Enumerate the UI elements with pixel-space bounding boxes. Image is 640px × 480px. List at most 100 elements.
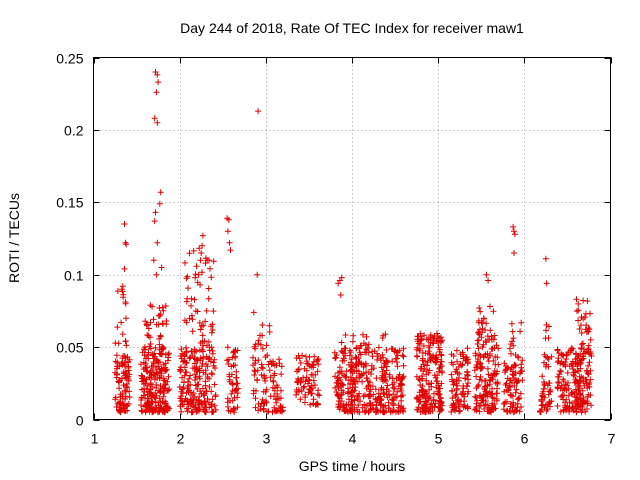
data-point xyxy=(310,396,317,403)
data-point xyxy=(126,394,133,401)
data-point xyxy=(234,380,241,387)
data-point xyxy=(199,332,206,339)
data-point xyxy=(177,395,184,402)
data-point xyxy=(435,382,442,389)
data-point xyxy=(414,338,421,345)
data-point xyxy=(419,355,426,362)
data-point xyxy=(417,398,424,405)
data-point xyxy=(209,327,216,333)
data-point xyxy=(513,386,520,393)
data-point xyxy=(234,347,241,354)
data-point xyxy=(558,368,565,375)
data-point xyxy=(349,384,356,391)
data-point xyxy=(298,377,305,383)
data-point xyxy=(372,386,379,393)
data-point xyxy=(122,396,129,402)
data-point xyxy=(384,394,391,401)
data-point xyxy=(295,366,302,373)
data-point xyxy=(418,375,425,382)
data-point xyxy=(199,360,206,367)
data-point xyxy=(200,354,207,361)
data-point xyxy=(160,344,167,351)
data-point xyxy=(546,403,553,410)
data-point xyxy=(554,403,561,409)
data-point xyxy=(138,407,145,414)
data-point xyxy=(208,409,215,416)
data-point xyxy=(183,275,190,282)
data-point xyxy=(266,322,273,329)
data-point xyxy=(299,352,306,359)
data-point xyxy=(125,373,132,380)
data-point xyxy=(146,369,153,376)
data-point xyxy=(158,370,165,377)
data-point xyxy=(501,360,508,367)
data-point xyxy=(260,388,267,395)
data-point xyxy=(482,398,489,404)
data-point xyxy=(156,335,163,342)
data-point xyxy=(464,345,471,352)
data-point xyxy=(210,362,217,369)
data-point xyxy=(560,392,567,398)
data-point xyxy=(485,404,492,411)
data-point xyxy=(365,369,372,375)
data-point xyxy=(212,393,219,400)
data-point xyxy=(517,328,524,335)
data-point xyxy=(554,346,561,353)
data-point xyxy=(563,396,570,403)
data-point xyxy=(340,402,347,409)
data-point xyxy=(478,334,485,341)
data-point xyxy=(381,370,388,377)
data-point xyxy=(349,401,356,408)
data-point xyxy=(516,394,523,401)
data-point xyxy=(502,367,509,374)
data-point xyxy=(267,374,274,381)
data-point xyxy=(452,368,459,375)
data-point xyxy=(507,377,514,384)
data-point xyxy=(255,357,262,364)
data-point xyxy=(198,323,205,330)
data-point xyxy=(118,360,125,367)
data-point xyxy=(382,402,389,409)
data-point xyxy=(182,259,188,266)
data-point xyxy=(341,357,348,364)
data-point xyxy=(418,336,425,343)
data-point xyxy=(437,385,443,392)
data-point xyxy=(165,373,172,380)
data-point xyxy=(114,400,121,407)
data-point xyxy=(435,404,442,411)
data-point xyxy=(185,389,192,396)
data-point xyxy=(274,395,281,402)
data-point xyxy=(436,408,443,415)
data-point xyxy=(204,374,211,381)
data-point xyxy=(580,315,587,322)
data-point xyxy=(195,381,202,388)
data-point xyxy=(400,353,407,360)
data-point xyxy=(540,386,547,392)
data-point xyxy=(180,358,186,365)
data-point xyxy=(160,393,167,400)
data-point xyxy=(226,239,233,246)
data-point xyxy=(229,381,236,388)
data-point xyxy=(156,405,162,412)
data-point xyxy=(159,304,166,311)
data-point xyxy=(586,350,593,357)
data-point xyxy=(489,400,496,407)
data-point xyxy=(504,387,511,394)
data-point xyxy=(153,271,160,278)
data-point xyxy=(391,348,398,355)
data-point xyxy=(337,292,344,298)
data-point xyxy=(263,342,270,349)
data-point xyxy=(391,379,398,386)
data-point xyxy=(538,398,545,405)
data-point xyxy=(145,355,152,362)
data-point xyxy=(378,384,385,391)
data-point xyxy=(342,374,349,380)
data-point xyxy=(356,359,363,365)
data-point xyxy=(151,115,158,122)
data-point xyxy=(448,388,455,395)
data-point xyxy=(301,383,308,390)
data-point xyxy=(156,305,163,311)
data-point xyxy=(347,359,354,366)
data-point xyxy=(121,265,128,272)
data-point xyxy=(368,366,375,373)
